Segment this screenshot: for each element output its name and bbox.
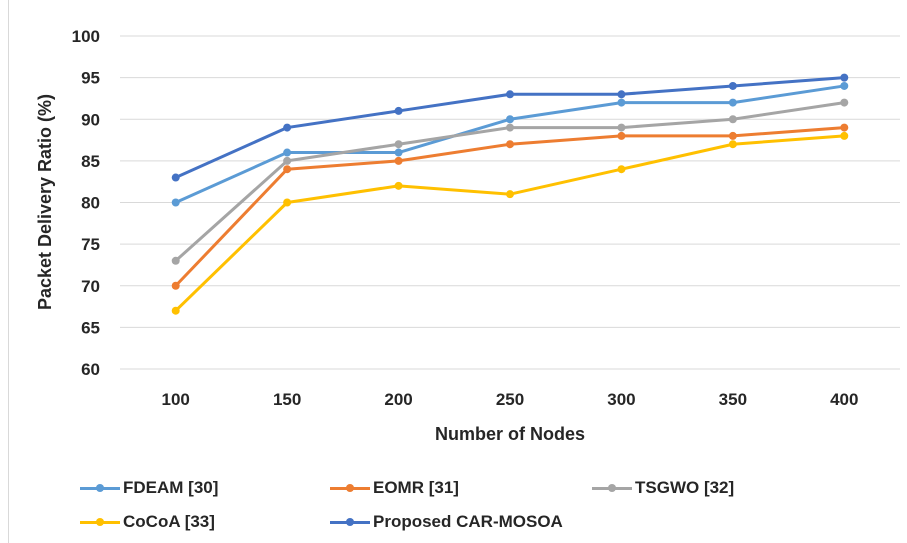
data-point-3-2 bbox=[394, 181, 403, 190]
legend-label: EOMR [31] bbox=[373, 478, 459, 497]
data-point-1-0 bbox=[171, 281, 180, 290]
y-tick-label-90: 90 bbox=[81, 110, 100, 129]
y-tick-label-80: 80 bbox=[81, 194, 100, 213]
data-point-3-1 bbox=[283, 198, 292, 207]
legend-label: CoCoA [33] bbox=[123, 512, 215, 531]
series-0 bbox=[171, 81, 849, 207]
data-point-4-0 bbox=[171, 173, 180, 182]
legend-item-fdeam: FDEAM [30] bbox=[80, 478, 218, 498]
legend-label: TSGWO [32] bbox=[635, 478, 735, 497]
data-point-2-5 bbox=[728, 115, 737, 124]
x-axis-ticks: 100 150 200 250 300 350 400 bbox=[162, 390, 859, 409]
data-point-1-2 bbox=[394, 156, 403, 165]
series-3 bbox=[171, 131, 849, 315]
series-line-3 bbox=[174, 134, 845, 312]
series-line-1 bbox=[174, 126, 845, 287]
data-point-0-6 bbox=[840, 81, 849, 90]
series-1 bbox=[171, 123, 849, 290]
x-tick-label-250: 250 bbox=[496, 390, 524, 409]
legend: FDEAM [30] EOMR [31] TSGWO [32] CoCoA [3… bbox=[80, 470, 880, 540]
legend-label: Proposed CAR-MOSOA bbox=[373, 512, 563, 531]
legend-swatch bbox=[80, 482, 120, 494]
y-tick-label-60: 60 bbox=[81, 360, 100, 379]
data-point-3-4 bbox=[617, 165, 626, 174]
x-tick-label-400: 400 bbox=[830, 390, 858, 409]
data-point-4-4 bbox=[617, 90, 626, 99]
data-point-0-3 bbox=[506, 115, 514, 124]
y-tick-label-95: 95 bbox=[81, 69, 100, 88]
data-point-3-3 bbox=[506, 190, 514, 199]
legend-swatch bbox=[330, 516, 370, 528]
data-point-0-0 bbox=[171, 198, 180, 207]
y-tick-label-70: 70 bbox=[81, 277, 100, 296]
series-2 bbox=[171, 98, 849, 265]
data-point-4-1 bbox=[283, 123, 292, 132]
chart-frame-border bbox=[8, 0, 9, 543]
data-point-1-5 bbox=[728, 131, 737, 140]
data-point-4-2 bbox=[394, 106, 403, 115]
legend-item-cocoa: CoCoA [33] bbox=[80, 512, 215, 532]
x-tick-label-200: 200 bbox=[384, 390, 412, 409]
data-point-3-0 bbox=[171, 306, 180, 315]
y-tick-label-75: 75 bbox=[81, 235, 100, 254]
data-point-1-4 bbox=[617, 131, 626, 140]
data-point-2-1 bbox=[283, 156, 292, 165]
x-tick-label-150: 150 bbox=[273, 390, 301, 409]
series-4 bbox=[171, 73, 849, 182]
data-point-4-6 bbox=[840, 73, 849, 82]
data-point-2-2 bbox=[394, 140, 403, 149]
gridlines bbox=[120, 35, 900, 370]
legend-item-proposed: Proposed CAR-MOSOA bbox=[330, 512, 563, 532]
legend-swatch bbox=[330, 482, 370, 494]
y-tick-label-100: 100 bbox=[72, 27, 100, 46]
data-point-0-1 bbox=[283, 148, 292, 157]
y-axis-label: Packet Delivery Ratio (%) bbox=[35, 94, 55, 310]
legend-item-tsgwo: TSGWO [32] bbox=[592, 478, 734, 498]
data-point-2-0 bbox=[171, 256, 180, 265]
data-point-0-5 bbox=[728, 98, 737, 107]
x-axis-label: Number of Nodes bbox=[435, 424, 585, 444]
data-point-2-4 bbox=[617, 123, 626, 132]
data-point-0-2 bbox=[394, 148, 403, 157]
y-axis-ticks: 60 65 70 75 80 85 90 95 100 bbox=[72, 27, 100, 379]
x-tick-label-100: 100 bbox=[162, 390, 190, 409]
data-point-4-3 bbox=[506, 90, 514, 99]
data-point-1-3 bbox=[506, 140, 514, 149]
legend-swatch bbox=[592, 482, 632, 494]
data-point-3-6 bbox=[840, 131, 849, 140]
legend-swatch bbox=[80, 516, 120, 528]
data-point-4-5 bbox=[728, 81, 737, 90]
series-lines bbox=[171, 73, 849, 315]
data-point-3-5 bbox=[728, 140, 737, 149]
data-point-1-1 bbox=[283, 165, 292, 174]
data-point-0-4 bbox=[617, 98, 626, 107]
legend-label: FDEAM [30] bbox=[123, 478, 219, 497]
data-point-2-6 bbox=[840, 98, 849, 107]
x-tick-label-300: 300 bbox=[607, 390, 635, 409]
data-point-1-6 bbox=[840, 123, 849, 132]
x-tick-label-350: 350 bbox=[719, 390, 747, 409]
y-tick-label-85: 85 bbox=[81, 152, 100, 171]
data-point-2-3 bbox=[506, 123, 514, 132]
legend-item-eomr: EOMR [31] bbox=[330, 478, 459, 498]
y-tick-label-65: 65 bbox=[81, 318, 100, 337]
